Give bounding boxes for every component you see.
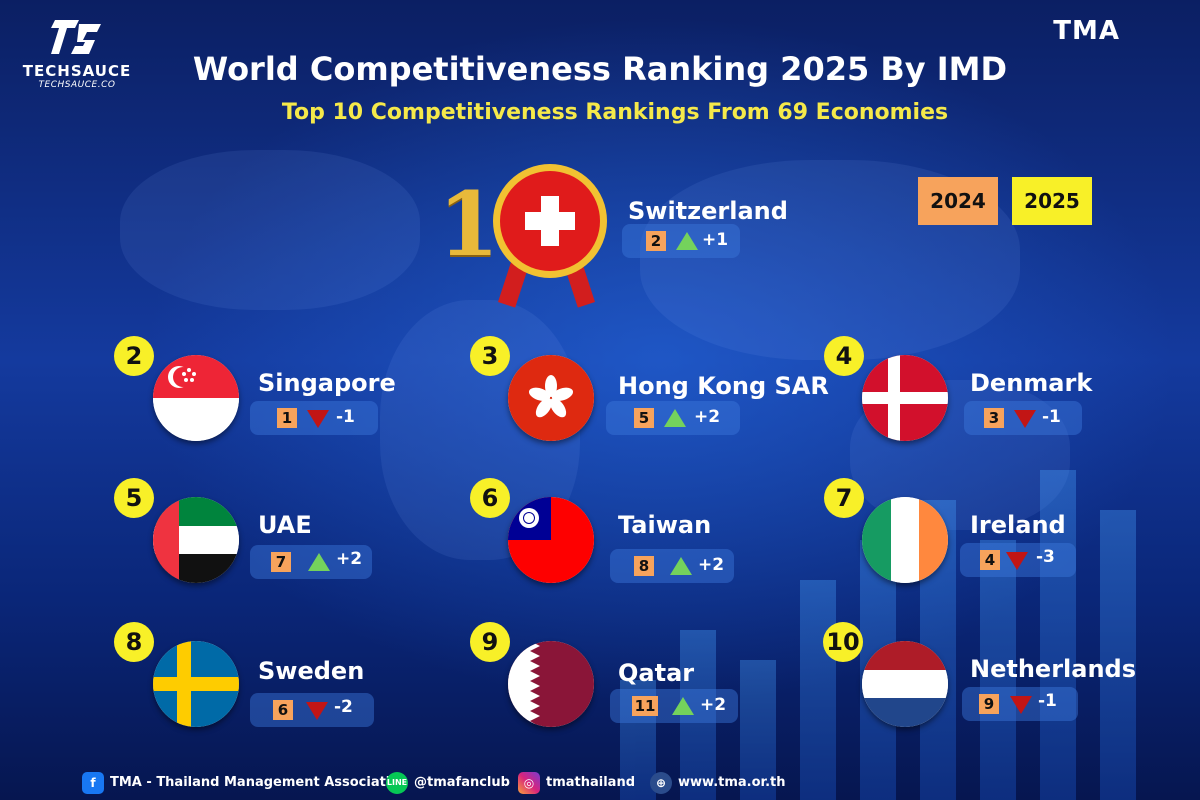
globe-icon: ⊕ — [650, 771, 672, 794]
techsauce-mark-icon — [49, 14, 105, 62]
prev-rank: 9 — [979, 694, 999, 714]
country-name: Denmark — [970, 369, 1093, 397]
prev-rank: 6 — [273, 700, 293, 720]
rank-change-pill: 5 +2 — [606, 401, 740, 435]
down-arrow-icon — [306, 702, 328, 720]
techsauce-logo: TECHSAUCE TECHSAUCE.CO — [22, 14, 132, 90]
rank-change: -1 — [1042, 407, 1061, 427]
rank-change: +2 — [698, 555, 725, 575]
ireland-flag-icon — [862, 497, 948, 583]
taiwan-flag-icon — [508, 497, 594, 583]
prev-rank: 11 — [632, 696, 658, 716]
rank-badge: 9 — [470, 622, 510, 662]
line-label: @tmafanclub — [414, 775, 510, 790]
footer-instagram[interactable]: ◎ tmathailand — [518, 770, 635, 796]
singapore-flag-icon — [153, 355, 239, 441]
prev-rank: 3 — [984, 408, 1004, 428]
tma-logo: TMA — [1053, 16, 1120, 46]
switzerland-flag-icon — [492, 163, 608, 279]
country-name: Qatar — [618, 659, 695, 687]
line-icon: LINE — [386, 771, 408, 794]
page-subtitle: Top 10 Competitiveness Rankings From 69 … — [281, 100, 949, 125]
rank-badge: 3 — [470, 336, 510, 376]
country-name: Switzerland — [628, 197, 788, 225]
facebook-icon: f — [82, 771, 104, 794]
rank-badge: 6 — [470, 478, 510, 518]
rank-change-pill: 3 -1 — [964, 401, 1082, 435]
bar-graph-decoration — [600, 420, 1200, 800]
rank-1-number: 1 — [438, 172, 500, 276]
world-map-decoration — [120, 150, 420, 310]
website-label: www.tma.or.th — [678, 775, 786, 790]
rank-change-pill: 9 -1 — [962, 687, 1078, 721]
rank-change-pill: 6 -2 — [250, 693, 374, 727]
rank-badge: 7 — [824, 478, 864, 518]
legend-prev-year: 2024 — [918, 177, 998, 225]
rank-badge: 4 — [824, 336, 864, 376]
up-arrow-icon — [672, 697, 694, 715]
hong-kong-flag-icon — [508, 355, 594, 441]
techsauce-name: TECHSAUCE — [22, 62, 132, 80]
denmark-flag-icon — [862, 355, 948, 441]
rank-badge: 5 — [114, 478, 154, 518]
prev-rank: 2 — [646, 231, 666, 251]
up-arrow-icon — [676, 232, 698, 250]
prev-rank: 1 — [277, 408, 297, 428]
prev-rank: 5 — [634, 408, 654, 428]
country-name: Ireland — [970, 511, 1066, 539]
down-arrow-icon — [307, 410, 329, 428]
rank-change: -2 — [334, 697, 353, 717]
rank-change-pill: 2 +1 — [622, 224, 740, 258]
footer-website[interactable]: ⊕ www.tma.or.th — [650, 770, 786, 796]
techsauce-url: TECHSAUCE.CO — [38, 80, 116, 90]
up-arrow-icon — [308, 553, 330, 571]
rank-change: -1 — [1038, 691, 1057, 711]
rank-change: +2 — [694, 407, 721, 427]
rank-change-pill: 8 +2 — [610, 549, 734, 583]
rank-change-pill: 1 -1 — [250, 401, 378, 435]
rank-change: +2 — [336, 549, 363, 569]
rank-badge: 10 — [823, 622, 863, 662]
up-arrow-icon — [664, 409, 686, 427]
rank-change: -1 — [336, 407, 355, 427]
page-title: World Competitiveness Ranking 2025 By IM… — [192, 50, 1008, 88]
instagram-label: tmathailand — [546, 775, 636, 790]
sweden-flag-icon — [153, 641, 239, 727]
prev-rank: 7 — [271, 552, 291, 572]
country-name: Sweden — [258, 657, 365, 685]
rank-change-pill: 11 +2 — [610, 689, 738, 723]
country-name: Netherlands — [970, 655, 1137, 683]
prev-rank: 4 — [980, 550, 1000, 570]
country-name: Singapore — [258, 369, 396, 397]
country-name: Taiwan — [618, 511, 712, 539]
rank-change: -3 — [1036, 547, 1055, 567]
legend-current-year: 2025 — [1012, 177, 1092, 225]
rank-change-pill: 7 +2 — [250, 545, 372, 579]
rank-change: +1 — [702, 230, 729, 250]
up-arrow-icon — [670, 557, 692, 575]
country-name: UAE — [258, 511, 312, 539]
footer-line[interactable]: LINE @tmafanclub — [386, 770, 510, 796]
down-arrow-icon — [1014, 410, 1036, 428]
rank-change: +2 — [700, 695, 727, 715]
qatar-flag-icon — [508, 641, 594, 727]
facebook-label: TMA - Thailand Management Association — [110, 775, 409, 790]
footer-facebook[interactable]: f TMA - Thailand Management Association — [82, 770, 408, 796]
footer: f TMA - Thailand Management Association L… — [0, 764, 1200, 800]
down-arrow-icon — [1010, 696, 1032, 714]
uae-flag-icon — [153, 497, 239, 583]
rank-badge: 8 — [114, 622, 154, 662]
rank-badge: 2 — [114, 336, 154, 376]
netherlands-flag-icon — [862, 641, 948, 727]
down-arrow-icon — [1006, 552, 1028, 570]
prev-rank: 8 — [634, 556, 654, 576]
rank-change-pill: 4 -3 — [960, 543, 1076, 577]
instagram-icon: ◎ — [518, 771, 540, 794]
country-name: Hong Kong SAR — [618, 372, 829, 400]
